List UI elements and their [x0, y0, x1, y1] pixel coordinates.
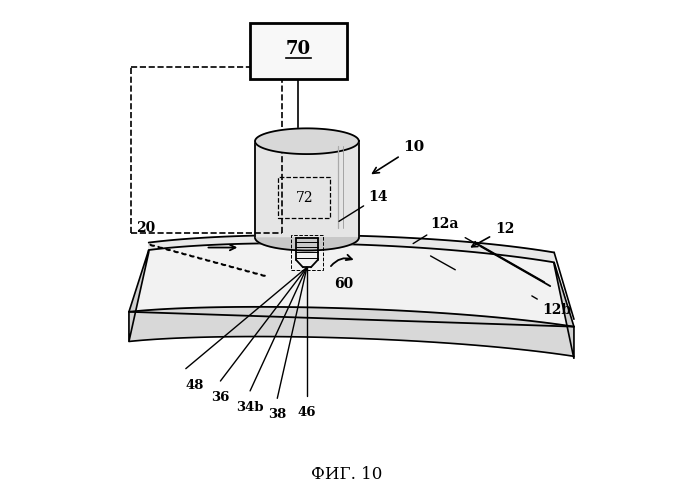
Text: 12: 12 [472, 222, 514, 247]
Bar [291, 235, 323, 270]
Text: 20: 20 [137, 221, 156, 235]
Polygon shape [129, 307, 574, 356]
Text: 10: 10 [373, 140, 425, 173]
Text: 72: 72 [295, 190, 313, 204]
Polygon shape [129, 250, 149, 342]
Text: 38: 38 [268, 408, 286, 421]
Bar [250, 22, 346, 80]
Polygon shape [255, 141, 359, 250]
Polygon shape [149, 235, 554, 262]
Polygon shape [554, 262, 574, 359]
Polygon shape [129, 244, 574, 326]
Text: 12a: 12a [413, 217, 459, 244]
Text: 70: 70 [286, 40, 311, 58]
Text: 34b: 34b [236, 401, 264, 414]
Text: ФИГ. 10: ФИГ. 10 [311, 466, 382, 483]
Polygon shape [255, 128, 359, 154]
Text: 60: 60 [335, 277, 353, 291]
Text: 14: 14 [339, 190, 388, 222]
Polygon shape [255, 238, 359, 250]
Text: 48: 48 [186, 378, 204, 392]
Text: 36: 36 [211, 391, 229, 404]
Text: 12b: 12b [532, 296, 571, 318]
Bar [279, 178, 331, 218]
Text: 46: 46 [298, 406, 316, 419]
